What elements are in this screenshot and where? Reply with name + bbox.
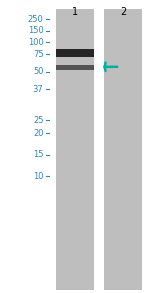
Text: 100: 100 (28, 38, 44, 47)
Text: 20: 20 (33, 129, 44, 138)
Bar (56, 9, 94, 290)
Text: 37: 37 (33, 85, 44, 94)
Text: 150: 150 (28, 26, 44, 35)
Text: 250: 250 (28, 15, 44, 23)
Bar (56, 65, 94, 70)
Text: 15: 15 (33, 150, 44, 159)
Bar (104, 9, 142, 290)
Text: 50: 50 (33, 67, 44, 76)
Text: 10: 10 (33, 172, 44, 181)
Text: 25: 25 (33, 116, 44, 125)
Text: 1: 1 (72, 7, 78, 17)
Text: 75: 75 (33, 50, 44, 59)
Bar (56, 49, 94, 57)
Text: 2: 2 (120, 7, 126, 17)
